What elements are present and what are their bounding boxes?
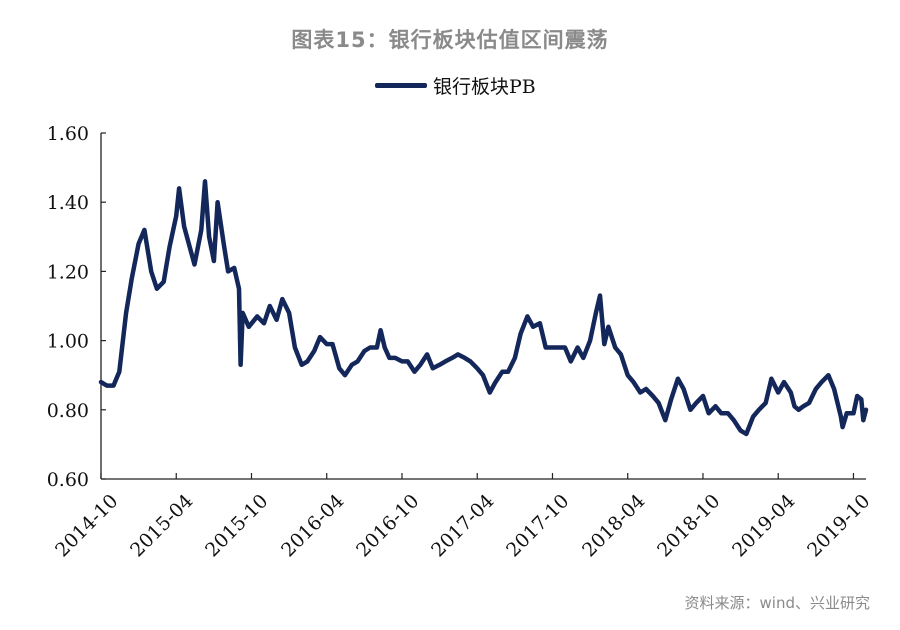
y-tick-label: 1.60 [47, 123, 89, 145]
legend-swatch [375, 83, 427, 88]
y-tick-label: 0.80 [47, 400, 89, 422]
y-tick-label: 1.40 [47, 192, 89, 214]
source-note: 资料来源：wind、兴业研究 [684, 594, 870, 612]
y-tick-label: 1.00 [47, 331, 89, 353]
legend-label: 银行板块PB [433, 76, 536, 98]
legend: 银行板块PB [375, 72, 536, 99]
y-tick-label: 1.20 [47, 261, 89, 283]
series-line-bank-pb [98, 179, 869, 437]
chart-title: 图表15：银行板块估值区间震荡 [291, 28, 609, 52]
y-tick-label: 0.60 [47, 469, 89, 491]
